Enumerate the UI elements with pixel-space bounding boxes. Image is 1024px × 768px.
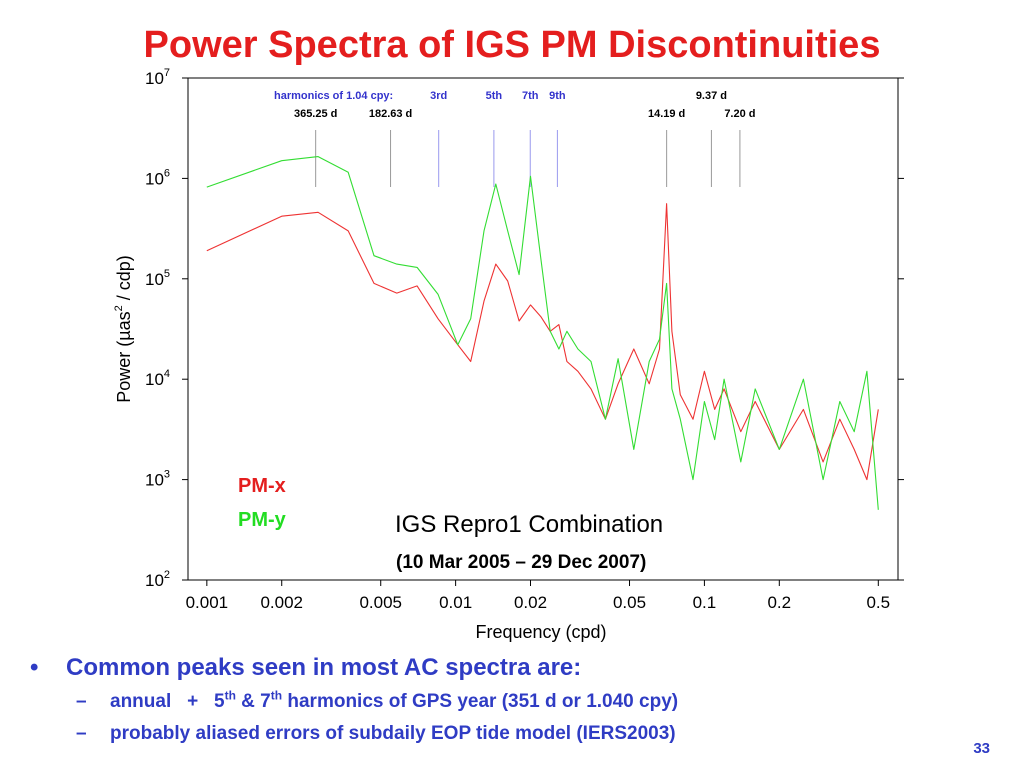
reference-line-label: 7th — [522, 90, 539, 102]
x-tick-label: 0.2 — [767, 593, 791, 612]
page-number: 33 — [973, 740, 990, 757]
reference-line-label: 3rd — [430, 90, 447, 102]
x-axis-label: Frequency (cpd) — [475, 622, 606, 642]
harmonics-header: harmonics of 1.04 cpy: — [274, 90, 393, 102]
bullet-text: Common peaks seen in most AC spectra are… — [66, 654, 582, 681]
legend-pm-y: PM-y — [238, 509, 287, 531]
bullet-list: • Common peaks seen in most AC spectra a… — [30, 650, 990, 750]
y-axis-label-main: Power (µas — [114, 311, 134, 402]
sub-bullet-item: – probably aliased errors of subdaily EO… — [30, 718, 990, 750]
y-tick-label: 104 — [145, 368, 170, 389]
legend-pm-x: PM-x — [238, 475, 286, 497]
sub-bullet-text-c: harmonics of GPS year (351 d or 1.040 cp… — [282, 691, 679, 712]
x-tick-label: 0.5 — [866, 593, 890, 612]
y-tick-label: 102 — [145, 569, 170, 590]
reference-line-label: 9.37 d — [696, 90, 727, 102]
series-line-pm-x — [206, 203, 879, 481]
sub-bullet-text-b: & 7 — [235, 691, 271, 712]
sub-bullet-sup-2: th — [270, 688, 283, 703]
reference-line-label: 14.19 d — [648, 108, 685, 120]
y-tick-label: 107 — [145, 67, 170, 88]
reference-line-label: 182.63 d — [369, 108, 412, 120]
sub-bullet-dash: – — [76, 723, 87, 744]
y-axis-label-unit: / cdp) — [114, 255, 134, 305]
x-tick-label: 0.005 — [359, 593, 402, 612]
plot-frame — [187, 77, 899, 581]
sub-bullet-dash: – — [76, 691, 87, 712]
reference-line-label: 9th — [549, 90, 566, 102]
reference-line-label: 365.25 d — [294, 108, 337, 120]
sub-bullet-text: probably aliased errors of subdaily EOP … — [110, 723, 676, 744]
series-line-pm-y — [206, 156, 879, 510]
annotation-title: IGS Repro1 Combination — [395, 511, 663, 538]
x-tick-label: 0.1 — [693, 593, 717, 612]
y-tick-label: 106 — [145, 167, 170, 188]
reference-line-label: 5th — [486, 90, 503, 102]
power-spectrum-chart: 365.25 d 182.63 d 3rd 5th 7th 9th 14.19 d 9.37 … — [113, 67, 904, 642]
sub-bullet-item: – annual + 5th & 7th harmonics of GPS ye… — [30, 686, 990, 718]
y-tick-label: 103 — [145, 469, 170, 490]
bullet-item: • Common peaks seen in most AC spectra a… — [30, 650, 990, 686]
y-axis-label-exponent: 2 — [113, 305, 125, 311]
reference-line-label: 7.20 d — [724, 108, 755, 120]
y-axis-label: Power (µas2 / cdp) — [113, 255, 134, 403]
annotation-dates: (10 Mar 2005 – 29 Dec 2007) — [396, 552, 646, 573]
sub-bullet-sup-1: th — [224, 688, 236, 703]
x-tick-label: 0.01 — [439, 593, 472, 612]
bullet-dot: • — [30, 654, 39, 681]
sub-bullet-text-a: annual + 5 — [110, 691, 225, 712]
x-tick-label: 0.002 — [260, 593, 303, 612]
x-tick-label: 0.05 — [613, 593, 646, 612]
x-tick-label: 0.02 — [514, 593, 547, 612]
x-tick-label: 0.001 — [186, 593, 229, 612]
y-tick-label: 105 — [145, 268, 170, 289]
slide-title: Power Spectra of IGS PM Discontinuities — [143, 24, 881, 66]
